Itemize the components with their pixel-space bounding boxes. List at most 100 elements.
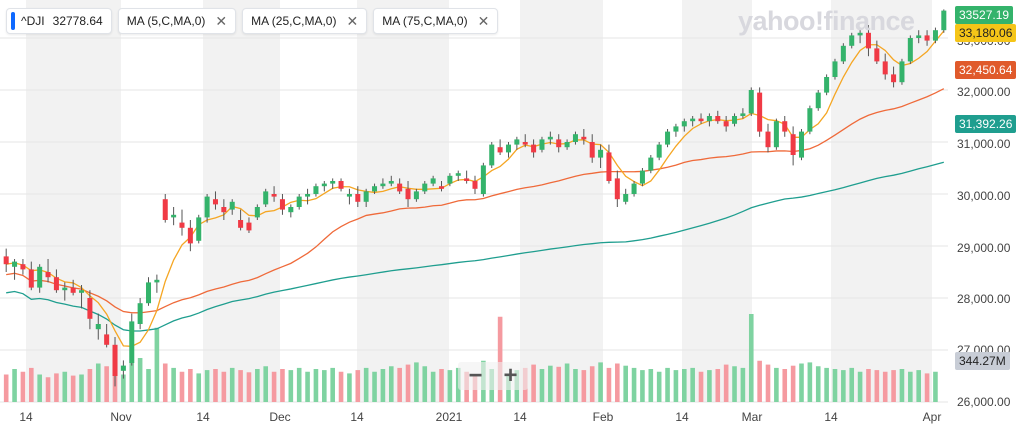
candle-body: [12, 261, 18, 267]
volume-bar: [238, 370, 243, 402]
volume-bar: [313, 369, 319, 402]
volume-bar: [296, 367, 302, 402]
candle-body: [757, 92, 763, 132]
candle-body: [916, 35, 922, 38]
volume-bar: [372, 371, 377, 402]
weekly-bands: [26, 0, 932, 402]
candle-body: [648, 157, 654, 171]
candle-body: [606, 152, 612, 181]
volume-bar: [924, 373, 930, 402]
indicator-label: MA (75,C,MA,0): [382, 14, 468, 28]
candle-body: [472, 181, 478, 189]
volume-bar: [3, 374, 9, 402]
candle-body: [229, 201, 235, 210]
y-tick: 30,000.00: [957, 189, 1011, 203]
volume-bar: [648, 369, 654, 402]
candle-body: [422, 183, 428, 192]
indicator-chip-ma25[interactable]: MA (25,C,MA,0) ✕: [242, 8, 368, 34]
candle-body: [932, 30, 938, 41]
candle-body: [865, 32, 871, 49]
volume-bar: [774, 367, 779, 402]
volume-bar: [405, 364, 411, 402]
volume-bar: [539, 369, 545, 402]
volume-bar: [799, 363, 804, 402]
x-tick: Dec: [269, 410, 291, 424]
volume-bar: [104, 366, 109, 402]
candle-body: [598, 149, 604, 158]
candle-body: [405, 188, 411, 200]
y-tick: 31,000.00: [957, 137, 1011, 151]
volume-bar: [556, 366, 562, 402]
candle-body: [840, 45, 846, 62]
zoom-out-button[interactable]: −: [468, 362, 483, 389]
candle-body: [271, 194, 277, 197]
candle-body: [53, 277, 59, 291]
x-tick: 2021: [435, 410, 463, 424]
y-tick: 28,000.00: [957, 292, 1011, 306]
volume-bar: [598, 362, 603, 402]
volume-bar: [263, 366, 269, 402]
volume-bar: [20, 371, 26, 402]
candle-body: [665, 131, 671, 145]
volume-bar: [45, 377, 51, 402]
candle-body: [313, 186, 319, 194]
volume-bar: [322, 370, 327, 402]
x-tick: Feb: [592, 410, 614, 424]
candle-body: [891, 74, 897, 83]
volume-bar: [732, 366, 737, 402]
volume-bar: [62, 371, 68, 402]
volume-bar: [916, 370, 922, 402]
indicator-chip-ma5[interactable]: MA (5,C,MA,0) ✕: [117, 8, 237, 34]
volume-bar: [12, 369, 17, 402]
volume-bar: [447, 370, 453, 402]
indicator-chip-ma75[interactable]: MA (75,C,MA,0) ✕: [373, 8, 499, 34]
candle-body: [899, 61, 905, 83]
x-tick: 14: [19, 410, 33, 424]
close-icon[interactable]: ✕: [215, 13, 228, 29]
close-icon[interactable]: ✕: [477, 13, 490, 29]
indicator-label: MA (5,C,MA,0): [126, 14, 206, 28]
volume-bar: [824, 367, 829, 402]
candle-body: [782, 121, 788, 132]
y-tick: 32,000.00: [957, 85, 1011, 99]
volume-bar: [497, 316, 503, 402]
candle-body: [849, 35, 855, 46]
volume-bar: [255, 369, 260, 402]
candle-body: [179, 222, 185, 228]
background-band: [520, 0, 603, 402]
volume-bar: [430, 371, 436, 402]
ma75-line: [6, 161, 944, 332]
candle-body: [3, 256, 9, 265]
volume-bar: [397, 367, 402, 402]
ma75-line: [6, 161, 944, 332]
volume-bar: [196, 373, 202, 402]
candle-body: [547, 136, 553, 140]
zoom-in-button[interactable]: +: [503, 362, 518, 389]
candle-body: [723, 121, 729, 127]
volume-bar: [606, 367, 612, 402]
volume-bar: [640, 370, 645, 402]
x-tick: Mar: [741, 410, 763, 424]
ma5-badge: 33,180.06: [955, 24, 1017, 42]
volume-bar: [162, 363, 168, 402]
volume-bar: [690, 367, 695, 402]
x-tick: 14: [196, 410, 210, 424]
candle-body: [212, 199, 218, 205]
candle-body: [715, 116, 721, 122]
volume-bar: [891, 370, 896, 402]
symbol-chip[interactable]: ^DJI 32778.64: [6, 8, 112, 34]
candle-body: [924, 35, 930, 41]
volume-bar: [841, 370, 846, 402]
candle-body: [288, 207, 294, 213]
candle-body: [690, 118, 696, 122]
close-icon[interactable]: ✕: [346, 13, 359, 29]
candle-body: [464, 178, 470, 181]
background-band: [831, 0, 932, 402]
volume-bar: [28, 367, 34, 402]
candle-body: [815, 92, 821, 109]
candle-body: [455, 173, 461, 176]
x-tick: Nov: [110, 410, 132, 424]
candle-body: [45, 272, 51, 278]
volume-bar: [681, 369, 687, 402]
